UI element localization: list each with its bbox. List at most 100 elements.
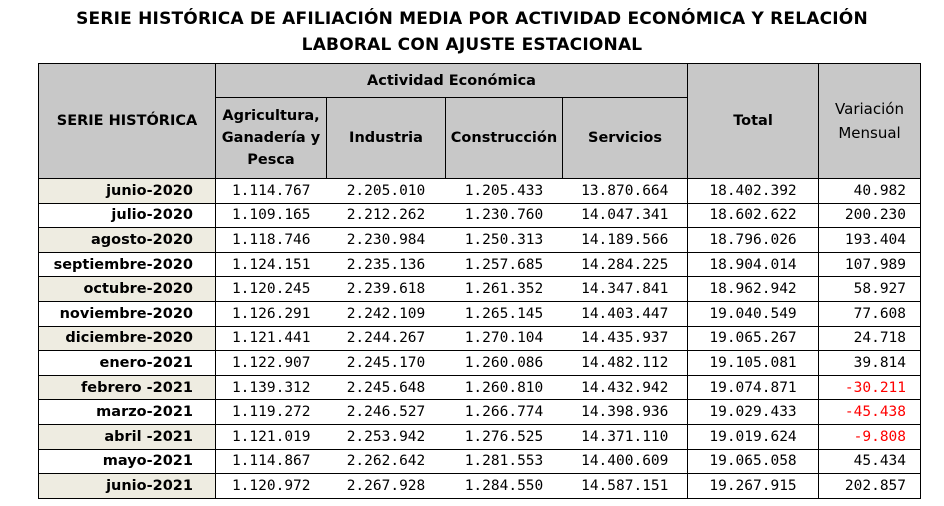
cell-industria: 2.245.170 [326,350,446,376]
cell-total: 19.040.549 [687,301,820,327]
cell-servicios: 14.587.151 [562,473,688,499]
cell-date: marzo-2021 [38,399,216,425]
cell-total: 19.029.433 [687,399,820,425]
table-row: noviembre-2020 1.126.291 2.242.109 1.265.14… [38,301,922,327]
table-row: septiembre-2020 1.124.151 2.235.136 1.257.6… [38,252,922,278]
cell-total: 19.267.915 [687,473,820,499]
table-row: agosto-2020 1.118.746 2.230.984 1.250.313 14… [38,227,922,253]
cell-variacion: 202.857 [818,473,922,499]
cell-construccion: 1.260.086 [445,350,563,376]
cell-total: 19.065.058 [687,449,820,475]
cell-industria: 2.212.262 [326,203,446,229]
cell-industria: 2.230.984 [326,227,446,253]
cell-variacion: 24.718 [818,326,922,352]
cell-construccion: 1.260.810 [445,375,563,401]
header-actividad-economica: Actividad Económica [214,63,689,98]
cell-variacion: -9.808 [818,424,922,450]
cell-date: febrero -2021 [38,375,216,401]
cell-servicios: 14.189.566 [562,227,688,253]
cell-servicios: 14.403.447 [562,301,688,327]
cell-construccion: 1.230.760 [445,203,563,229]
cell-industria: 2.242.109 [326,301,446,327]
cell-industria: 2.253.942 [326,424,446,450]
table-row: abril -2021 1.121.019 2.253.942 1.276.525 14… [38,424,922,450]
table-row: marzo-2021 1.119.272 2.246.527 1.266.774 14.… [38,399,922,425]
header-serie-historica: SERIE HISTÓRICA [38,63,216,179]
report-title: SERIE HISTÓRICA DE AFILIACIÓN MEDIA POR … [0,6,944,58]
cell-agricultura: 1.109.165 [215,203,327,229]
cell-date: agosto-2020 [38,227,216,253]
cell-construccion: 1.261.352 [445,276,563,302]
cell-agricultura: 1.121.019 [215,424,327,450]
cell-variacion: 40.982 [818,178,922,204]
cell-agricultura: 1.119.272 [215,399,327,425]
cell-agricultura: 1.114.767 [215,178,327,204]
cell-agricultura: 1.122.907 [215,350,327,376]
cell-servicios: 14.435.937 [562,326,688,352]
cell-servicios: 14.432.942 [562,375,688,401]
cell-date: enero-2021 [38,350,216,376]
cell-industria: 2.267.928 [326,473,446,499]
cell-industria: 2.205.010 [326,178,446,204]
cell-total: 19.074.871 [687,375,820,401]
cell-construccion: 1.284.550 [445,473,563,499]
cell-agricultura: 1.126.291 [215,301,327,327]
cell-servicios: 14.371.110 [562,424,688,450]
cell-date: mayo-2021 [38,449,216,475]
cell-date: junio-2021 [38,473,216,499]
cell-variacion: 45.434 [818,449,922,475]
cell-servicios: 14.284.225 [562,252,688,278]
cell-variacion: 77.608 [818,301,922,327]
table-row: enero-2021 1.122.907 2.245.170 1.260.086 14.… [38,350,922,376]
cell-total: 19.019.624 [687,424,820,450]
cell-construccion: 1.205.433 [445,178,563,204]
cell-total: 18.796.026 [687,227,820,253]
cell-total: 18.962.942 [687,276,820,302]
cell-construccion: 1.281.553 [445,449,563,475]
cell-construccion: 1.270.104 [445,326,563,352]
cell-variacion: 193.404 [818,227,922,253]
cell-servicios: 14.347.841 [562,276,688,302]
cell-date: abril -2021 [38,424,216,450]
cell-construccion: 1.265.145 [445,301,563,327]
cell-industria: 2.235.136 [326,252,446,278]
cell-construccion: 1.276.525 [445,424,563,450]
table-row: diciembre-2020 1.121.441 2.244.267 1.270.10… [38,326,922,352]
cell-servicios: 13.870.664 [562,178,688,204]
table-body: junio-2020 1.114.767 2.205.010 1.205.433 13.… [38,178,922,499]
cell-servicios: 14.482.112 [562,350,688,376]
cell-industria: 2.262.642 [326,449,446,475]
cell-servicios: 14.398.936 [562,399,688,425]
cell-servicios: 14.400.609 [562,449,688,475]
cell-date: noviembre-2020 [38,301,216,327]
header-agricultura: Agricultura, Ganadería y Pesca [215,97,327,179]
cell-total: 18.402.392 [687,178,820,204]
cell-date: septiembre-2020 [38,252,216,278]
cell-industria: 2.245.648 [326,375,446,401]
header-servicios: Servicios [561,97,689,179]
table-row: julio-2020 1.109.165 2.212.262 1.230.760 14.… [38,203,922,229]
cell-agricultura: 1.120.245 [215,276,327,302]
cell-agricultura: 1.114.867 [215,449,327,475]
cell-construccion: 1.266.774 [445,399,563,425]
cell-variacion: 200.230 [818,203,922,229]
cell-servicios: 14.047.341 [562,203,688,229]
header-industria: Industria [326,97,446,179]
header-construccion: Construcción [445,97,563,179]
cell-industria: 2.246.527 [326,399,446,425]
header-total: Total [687,63,820,179]
cell-date: octubre-2020 [38,276,216,302]
title-line-2: LABORAL CON AJUSTE ESTACIONAL [301,35,643,55]
table-row: junio-2020 1.114.767 2.205.010 1.205.433 13.… [38,178,922,204]
cell-industria: 2.239.618 [326,276,446,302]
table-row: febrero -2021 1.139.312 2.245.648 1.260.810… [38,375,922,401]
cell-variacion: -45.438 [818,399,922,425]
cell-agricultura: 1.139.312 [215,375,327,401]
table-row: mayo-2021 1.114.867 2.262.642 1.281.553 14.4… [38,449,922,475]
cell-total: 19.105.081 [687,350,820,376]
cell-variacion: 58.927 [818,276,922,302]
cell-agricultura: 1.121.441 [215,326,327,352]
table-row: junio-2021 1.120.972 2.267.928 1.284.550 14.… [38,473,922,499]
cell-total: 18.602.622 [687,203,820,229]
table-row: octubre-2020 1.120.245 2.239.618 1.261.352 1… [38,276,922,302]
